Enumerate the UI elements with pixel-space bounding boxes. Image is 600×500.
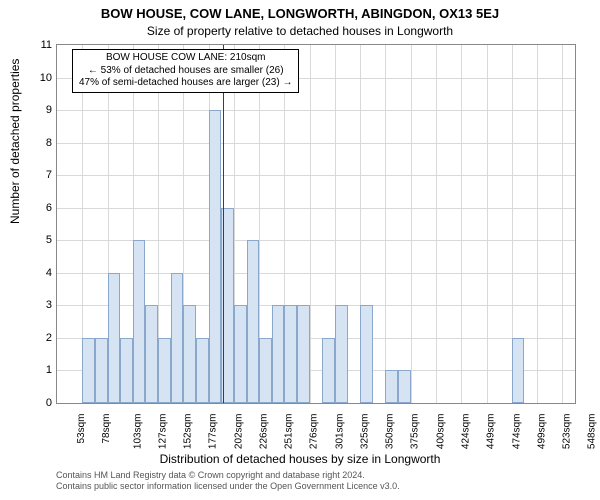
- histogram-bar: [398, 370, 411, 403]
- histogram-bar: [512, 338, 525, 403]
- histogram-bar: [82, 338, 95, 403]
- y-tick-label: 8: [32, 137, 52, 149]
- histogram-bar: [145, 305, 158, 403]
- y-tick-label: 4: [32, 267, 52, 279]
- x-tick-label: 127sqm: [157, 414, 168, 450]
- x-tick-label: 226sqm: [258, 414, 269, 450]
- x-tick-label: 474sqm: [511, 414, 522, 450]
- y-tick-label: 7: [32, 169, 52, 181]
- histogram-bar: [385, 370, 398, 403]
- gridline-v: [461, 45, 462, 403]
- gridline-h: [57, 110, 575, 111]
- gridline-h: [57, 208, 575, 209]
- histogram-bar: [360, 305, 373, 403]
- plot-area: BOW HOUSE COW LANE: 210sqm← 53% of detac…: [56, 44, 576, 404]
- gridline-v: [436, 45, 437, 403]
- histogram-bar: [108, 273, 121, 403]
- histogram-bar: [183, 305, 196, 403]
- histogram-bar: [95, 338, 108, 403]
- y-tick-label: 10: [32, 72, 52, 84]
- histogram-bar: [272, 305, 285, 403]
- chart-title: BOW HOUSE, COW LANE, LONGWORTH, ABINGDON…: [0, 6, 600, 21]
- y-tick-label: 3: [32, 299, 52, 311]
- x-tick-label: 177sqm: [208, 414, 219, 450]
- x-tick-label: 103sqm: [132, 414, 143, 450]
- histogram-bar: [120, 338, 133, 403]
- gridline-v: [385, 45, 386, 403]
- y-tick-label: 1: [32, 364, 52, 376]
- x-tick-label: 449sqm: [486, 414, 497, 450]
- histogram-bar: [297, 305, 310, 403]
- gridline-v: [537, 45, 538, 403]
- x-tick-label: 202sqm: [233, 414, 244, 450]
- histogram-bar: [158, 338, 171, 403]
- chart-subtitle: Size of property relative to detached ho…: [0, 24, 600, 38]
- y-tick-label: 6: [32, 202, 52, 214]
- y-tick-label: 2: [32, 332, 52, 344]
- x-tick-label: 499sqm: [536, 414, 547, 450]
- x-tick-label: 152sqm: [183, 414, 194, 450]
- x-tick-label: 276sqm: [309, 414, 320, 450]
- x-tick-label: 301sqm: [334, 414, 345, 450]
- marker-line: [223, 45, 224, 403]
- y-tick-label: 9: [32, 104, 52, 116]
- histogram-bar: [234, 305, 247, 403]
- histogram-bar: [284, 305, 297, 403]
- x-tick-label: 523sqm: [562, 414, 573, 450]
- y-tick-label: 0: [32, 397, 52, 409]
- histogram-bar: [171, 273, 184, 403]
- callout-line: BOW HOUSE COW LANE: 210sqm: [79, 52, 292, 65]
- histogram-bar: [335, 305, 348, 403]
- histogram-bar: [196, 338, 209, 403]
- gridline-v: [310, 45, 311, 403]
- y-axis-label: Number of detached properties: [8, 59, 22, 224]
- gridline-v: [487, 45, 488, 403]
- y-tick-label: 11: [32, 39, 52, 51]
- x-tick-label: 548sqm: [587, 414, 598, 450]
- histogram-bar: [133, 240, 146, 403]
- x-tick-label: 53sqm: [76, 414, 87, 444]
- gridline-v: [562, 45, 563, 403]
- histogram-bar: [322, 338, 335, 403]
- x-tick-label: 350sqm: [385, 414, 396, 450]
- histogram-bar: [259, 338, 272, 403]
- callout-line: ← 53% of detached houses are smaller (26…: [79, 65, 292, 78]
- gridline-h: [57, 175, 575, 176]
- x-tick-label: 251sqm: [284, 414, 295, 450]
- x-tick-label: 424sqm: [461, 414, 472, 450]
- x-tick-label: 375sqm: [410, 414, 421, 450]
- footer-line-2: Contains public sector information licen…: [56, 481, 400, 492]
- gridline-v: [411, 45, 412, 403]
- x-tick-label: 400sqm: [435, 414, 446, 450]
- histogram-bar: [247, 240, 260, 403]
- x-tick-label: 325sqm: [360, 414, 371, 450]
- marker-callout: BOW HOUSE COW LANE: 210sqm← 53% of detac…: [72, 49, 299, 93]
- callout-line: 47% of semi-detached houses are larger (…: [79, 77, 292, 90]
- x-tick-label: 78sqm: [101, 414, 112, 444]
- footer-attribution: Contains HM Land Registry data © Crown c…: [56, 470, 400, 492]
- histogram-bar: [209, 110, 222, 403]
- y-tick-label: 5: [32, 234, 52, 246]
- x-axis-label: Distribution of detached houses by size …: [0, 452, 600, 466]
- gridline-h: [57, 143, 575, 144]
- footer-line-1: Contains HM Land Registry data © Crown c…: [56, 470, 400, 481]
